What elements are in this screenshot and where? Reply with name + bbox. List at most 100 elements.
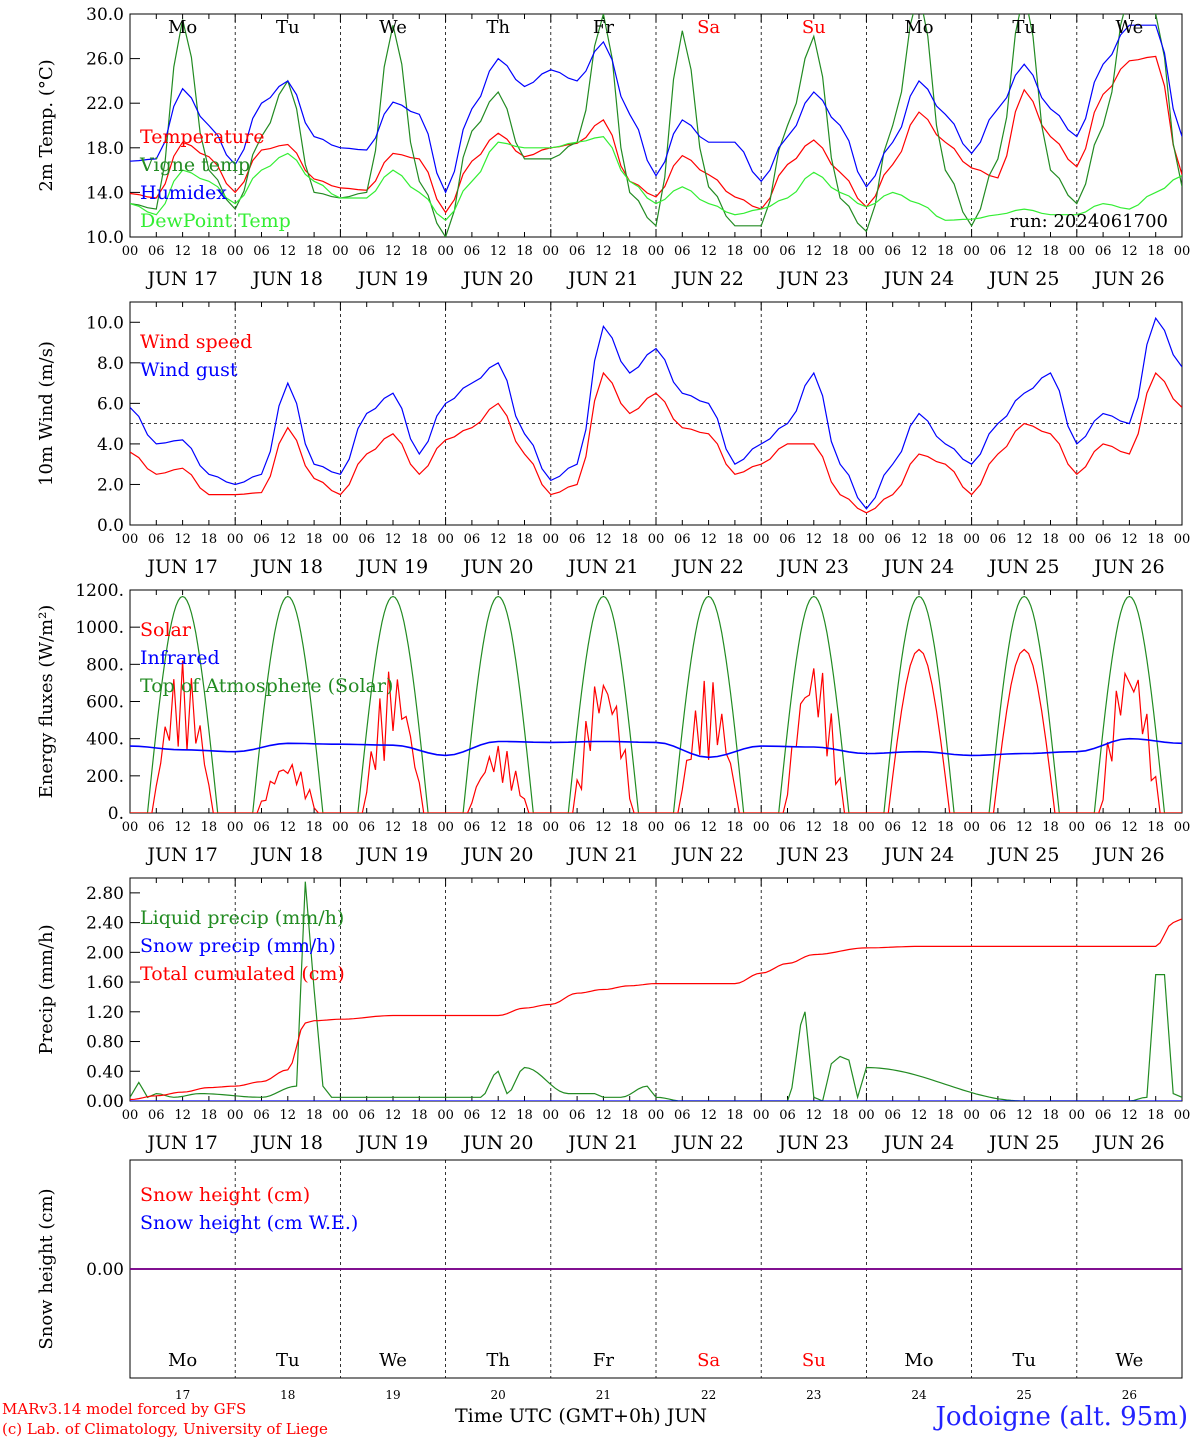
hour-tick-label: 06 [674,244,691,259]
hour-tick-label: 18 [832,1108,849,1123]
day-label: JUN 23 [777,1132,849,1154]
series-wind-gust [130,316,1182,510]
hour-tick-label: 18 [1042,820,1059,835]
hour-tick-label: 18 [516,1108,533,1123]
weekday-label: Fr [593,17,614,38]
hour-tick-label: 06 [1095,532,1112,547]
hour-tick-label: 06 [569,532,586,547]
hour-tick-label: 00 [963,244,980,259]
hour-tick-label: 18 [1147,244,1164,259]
day-label: JUN 22 [671,844,743,866]
hour-tick-label: 00 [1069,244,1086,259]
hour-tick-label: 18 [937,1108,954,1123]
hour-tick-label: 12 [490,244,507,259]
series-liquid-precip-mm-h- [130,881,1182,1101]
hour-tick-label: 12 [1016,820,1033,835]
series-infrared [130,737,1182,759]
hour-tick-label: 18 [1042,1108,1059,1123]
legend-item: Humidex [140,182,227,204]
hour-tick-label: 00 [1174,820,1191,835]
y-tick-label: 26.0 [86,50,124,70]
y-tick-label: 0. [108,804,124,824]
hour-tick-label: 00 [543,1108,560,1123]
hour-tick-label: 12 [174,1108,191,1123]
y-axis-label: Snow height (cm) [36,1188,57,1349]
hour-tick-label: 06 [358,532,375,547]
hour-tick-label: 12 [490,532,507,547]
weekday-label: Sa [697,1350,720,1371]
day-label: JUN 22 [671,556,743,578]
day-label: JUN 24 [882,268,954,290]
hour-tick-label: 18 [621,820,638,835]
hour-tick-label: 00 [122,1108,139,1123]
y-tick-label: 10.0 [86,228,124,248]
weekday-label: Su [802,1350,826,1371]
y-axis-label: 10m Wind (m/s) [36,341,57,486]
hour-tick-label: 06 [253,820,270,835]
hour-tick-label: 00 [543,820,560,835]
weekday-label: Tu [1012,1350,1036,1371]
day-label: JUN 24 [882,844,954,866]
weekday-label: Mo [168,17,197,38]
panel-energy: 00 06 12 18 JUN 17 00 06 12 18 JUN 18 00 06 12 18 JUN … [36,581,1190,866]
hour-tick-label: 18 [832,244,849,259]
hour-tick-label: 06 [779,532,796,547]
y-tick-label: 14.0 [86,183,124,203]
y-tick-label: 400. [86,730,124,750]
hour-tick-label: 18 [1147,1108,1164,1123]
day-label: JUN 20 [461,556,533,578]
hour-tick-label: 00 [437,1108,454,1123]
legend-item: Solar [140,619,192,641]
y-axis-label: Precip (mm/h) [36,924,57,1054]
hour-tick-label: 00 [753,1108,770,1123]
day-number: 21 [596,1388,611,1400]
hour-tick-label: 12 [1121,532,1138,547]
plot-frame [129,301,1183,526]
hour-tick-label: 06 [1095,1108,1112,1123]
legend-item: Total cumulated (cm) [140,963,345,985]
day-label: JUN 26 [1092,844,1164,866]
hour-tick-label: 12 [1121,820,1138,835]
hour-tick-label: 06 [779,1108,796,1123]
hour-tick-label: 18 [411,1108,428,1123]
day-label: JUN 18 [251,268,323,290]
hour-tick-label: 06 [674,532,691,547]
hour-tick-label: 18 [411,244,428,259]
day-label: JUN 24 [882,556,954,578]
hour-tick-label: 18 [516,244,533,259]
hour-tick-label: 12 [806,244,823,259]
x-axis-title: Time UTC (GMT+0h) JUN [455,1405,707,1427]
y-tick-label: 4.0 [97,435,124,455]
hour-tick-label: 06 [990,820,1007,835]
legend-item: DewPoint Temp [140,210,291,232]
hour-tick-label: 06 [1095,820,1112,835]
hour-tick-label: 06 [779,820,796,835]
day-label: JUN 21 [566,268,638,290]
hour-tick-label: 18 [1042,244,1059,259]
hour-tick-label: 18 [832,532,849,547]
y-tick-label: 0.80 [86,1033,124,1053]
day-number: 18 [280,1388,295,1400]
day-label: JUN 18 [251,556,323,578]
day-number: 20 [491,1388,506,1400]
legend-item: Snow height (cm) [140,1184,310,1206]
hour-tick-label: 00 [963,1108,980,1123]
hour-tick-label: 12 [385,1108,402,1123]
y-tick-label: 2.40 [86,914,124,934]
hour-tick-label: 18 [832,820,849,835]
y-tick-label: 2.0 [97,475,124,495]
hour-tick-label: 00 [122,532,139,547]
hour-tick-label: 12 [1016,244,1033,259]
hour-tick-label: 12 [595,532,612,547]
panel-temperature: 00 06 12 18 JUN 17 00 06 12 18 JUN 18 00 06 12 18 JUN … [36,5,1190,290]
y-tick-label: 1.60 [86,973,124,993]
day-label: JUN 22 [671,1132,743,1154]
hour-tick-label: 12 [806,532,823,547]
hour-tick-label: 00 [437,820,454,835]
hour-tick-label: 12 [280,820,297,835]
hour-tick-label: 12 [700,244,717,259]
day-label: JUN 20 [461,1132,533,1154]
day-label: JUN 23 [777,844,849,866]
hour-tick-label: 06 [884,244,901,259]
hour-tick-label: 06 [358,244,375,259]
